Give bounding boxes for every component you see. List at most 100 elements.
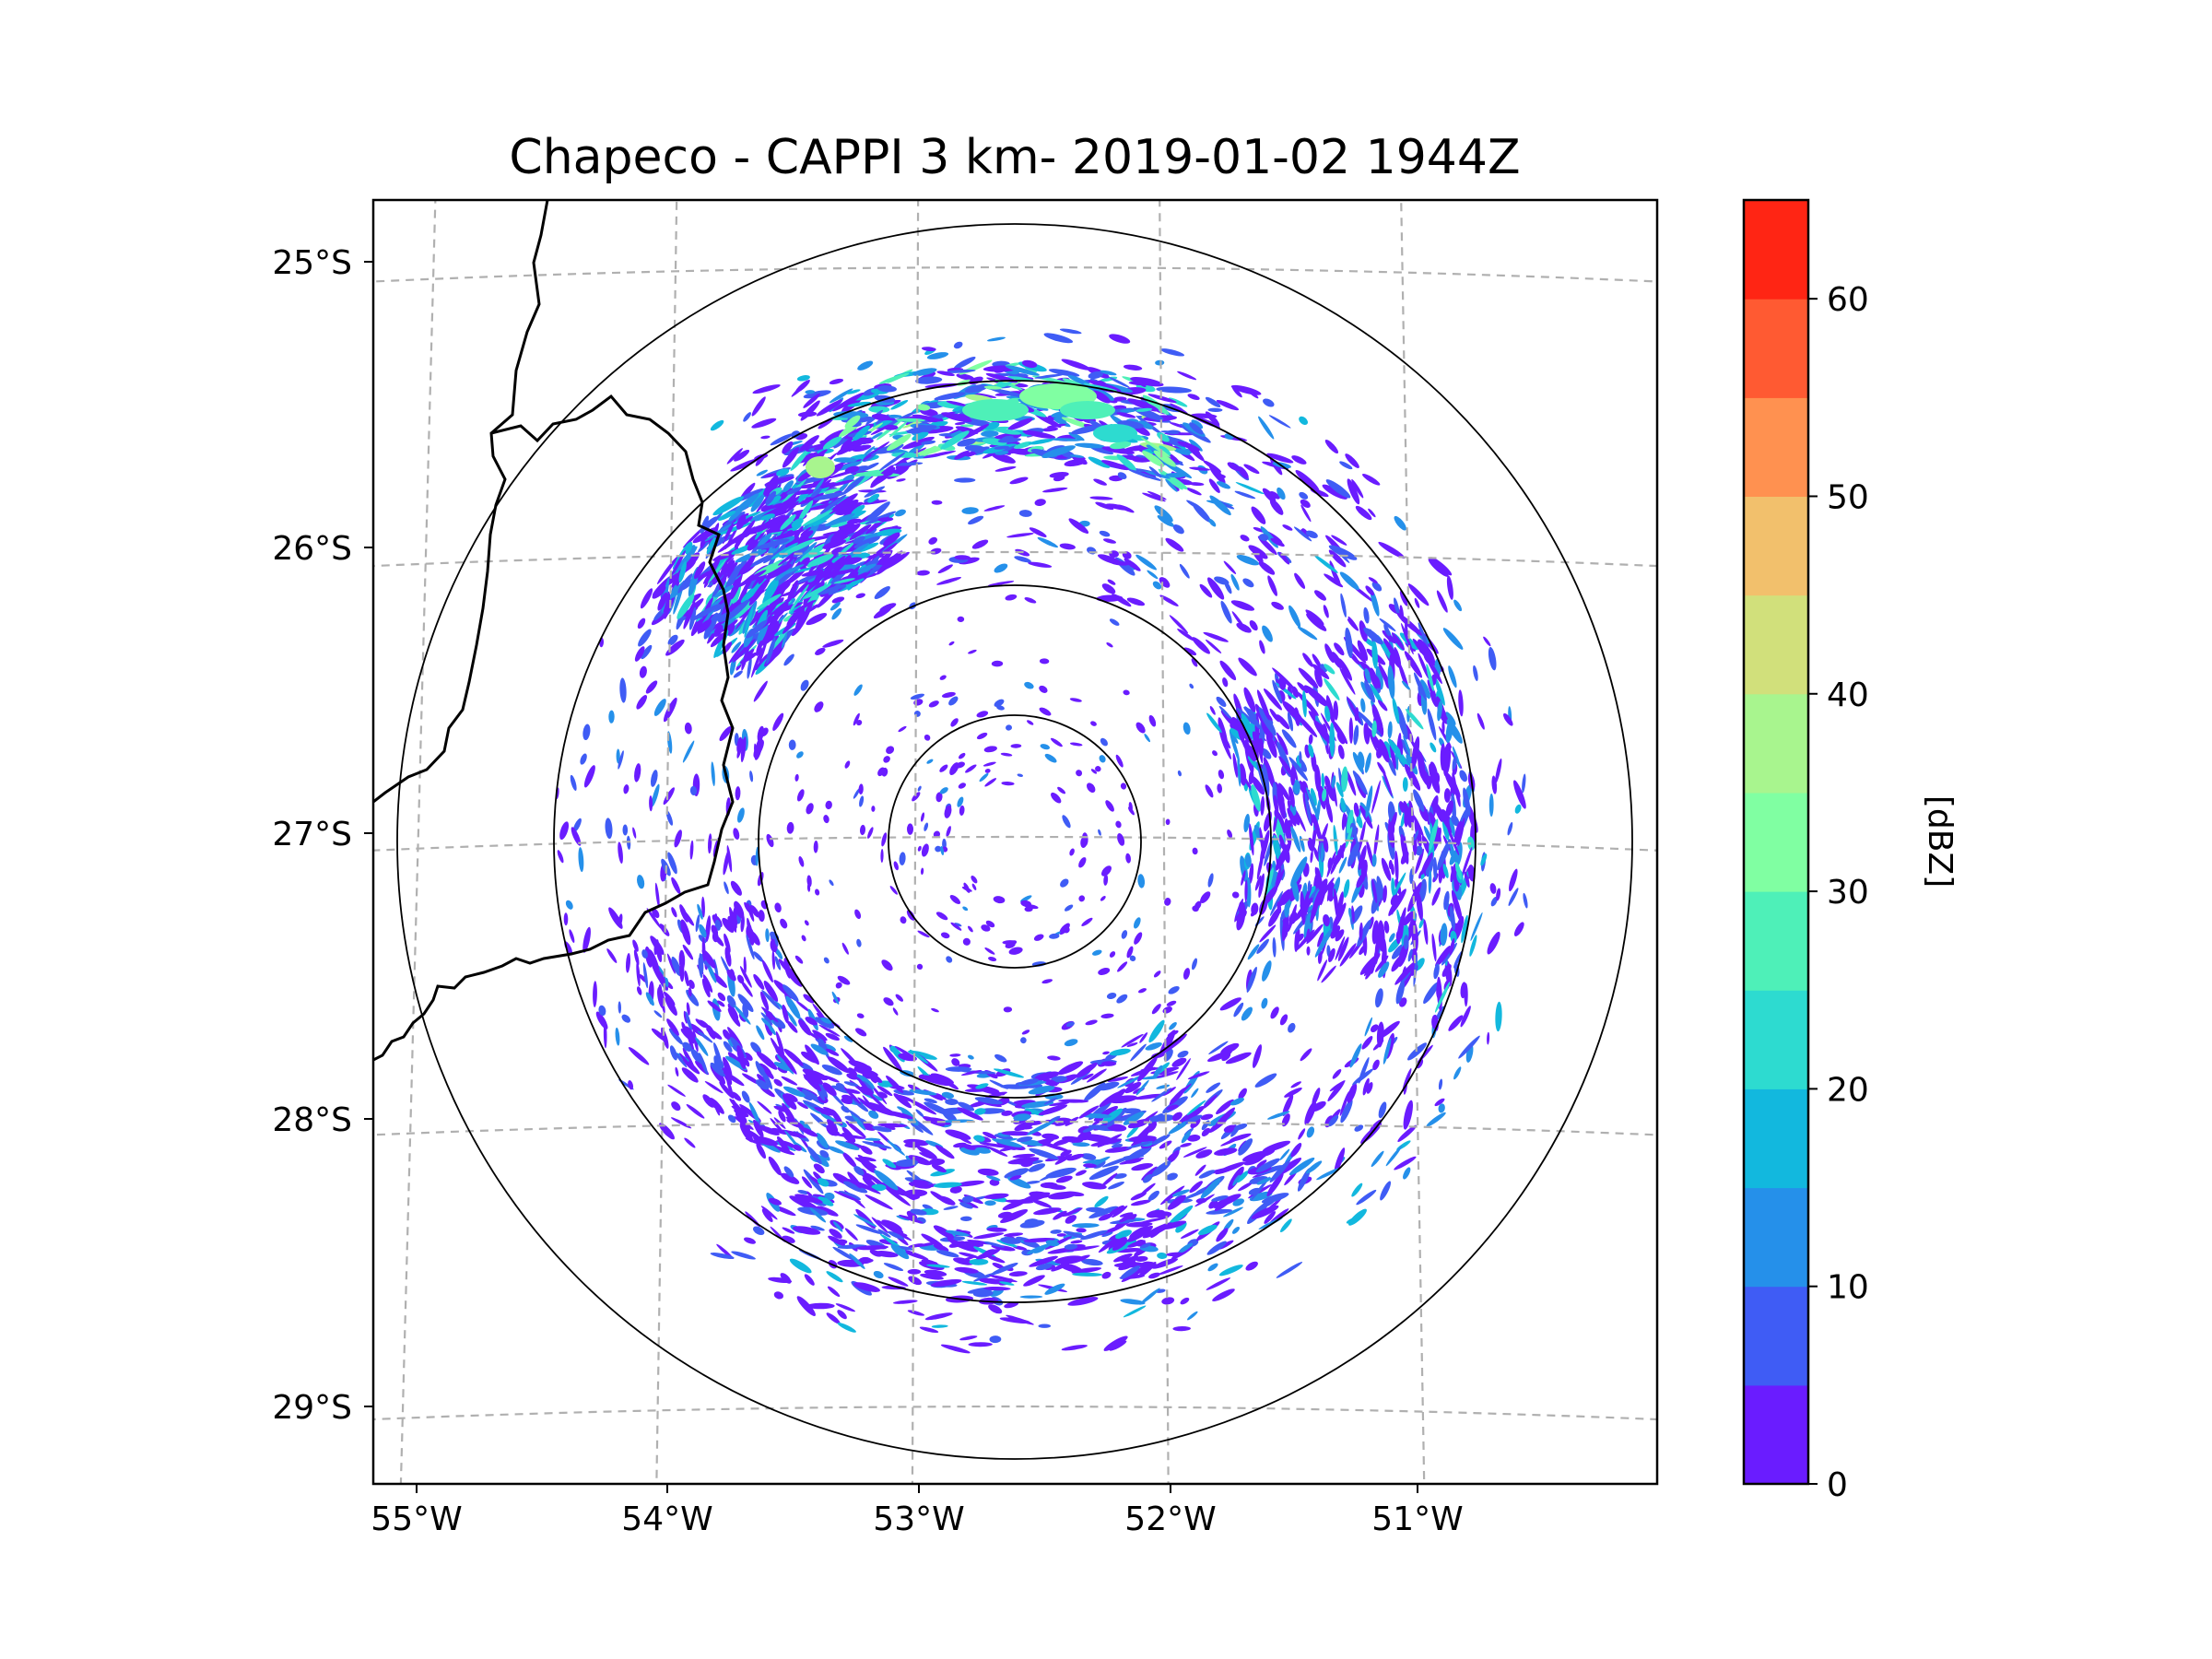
echo-cell	[948, 696, 959, 706]
echo-cell	[823, 1075, 840, 1083]
echo-cell	[680, 919, 691, 946]
echo-cell	[1371, 891, 1381, 914]
echo-cell	[973, 1232, 1005, 1240]
echo-cell	[697, 903, 703, 920]
echo-cell	[783, 653, 794, 666]
echo-cell	[1098, 829, 1101, 836]
echo-cell	[1387, 721, 1393, 739]
echo-cell	[1262, 1197, 1282, 1216]
colorbar-label: [dBZ]	[1921, 795, 1959, 888]
echo-cell	[875, 542, 898, 560]
echo-cell	[1308, 744, 1314, 759]
parallel-line	[373, 1120, 1657, 1136]
echo-cell	[1333, 888, 1339, 922]
echo-cell	[1248, 545, 1268, 559]
echo-cell	[877, 767, 886, 777]
echo-cell	[1364, 680, 1375, 703]
echo-cell	[1121, 1264, 1149, 1283]
echo-cell	[1378, 920, 1385, 952]
echo-cell	[909, 1088, 937, 1096]
echo-cell	[1282, 1094, 1294, 1116]
echo-cell	[723, 1029, 731, 1041]
echo-cell	[1314, 667, 1323, 688]
echo-cell	[887, 414, 902, 418]
range-rings	[396, 223, 1633, 1460]
echo-cell	[1359, 922, 1363, 941]
echo-cell	[1450, 930, 1457, 944]
echo-cell	[1121, 930, 1128, 939]
echo-cell	[1495, 1001, 1502, 1032]
echo-cell	[883, 532, 900, 547]
echo-cell	[939, 764, 948, 772]
echo-cell	[1217, 783, 1223, 794]
echo-cell	[1268, 415, 1291, 429]
echo-cell	[1099, 755, 1106, 763]
echo-cell	[1075, 1170, 1087, 1176]
echo-cell	[1055, 1175, 1073, 1183]
echo-cell	[704, 1081, 724, 1094]
echo-cell	[935, 792, 943, 803]
echo-cell	[1212, 750, 1218, 757]
echo-cell	[1334, 1147, 1346, 1173]
echo-cell	[1342, 814, 1347, 829]
echo-cell	[1100, 460, 1129, 471]
echo-cell	[717, 1058, 724, 1069]
echo-cell	[1436, 982, 1442, 999]
echo-cell	[1101, 1061, 1117, 1066]
echo-cell	[1249, 1191, 1273, 1202]
echo-cell	[984, 768, 991, 773]
echo-cell	[1097, 554, 1123, 565]
echo-cell	[1151, 1004, 1161, 1015]
echo-cell	[1364, 1017, 1373, 1037]
echo-cell	[758, 910, 765, 923]
echo-cell	[841, 1094, 853, 1101]
echo-cell	[817, 1206, 839, 1217]
echo-cell	[884, 1219, 904, 1233]
echo-cell	[1137, 874, 1146, 888]
echo-cell	[874, 1170, 899, 1191]
echo-cell	[780, 514, 796, 531]
echo-cell	[996, 705, 1005, 711]
echo-cell	[1021, 1125, 1033, 1130]
echo-cell	[883, 756, 890, 763]
echo-cell-strong	[962, 399, 1029, 421]
echo-cell	[1181, 1130, 1192, 1144]
echo-cell	[703, 555, 721, 588]
echo-cell	[1339, 1091, 1350, 1116]
echo-cell	[1206, 1082, 1221, 1093]
echo-cell	[768, 1156, 782, 1176]
echo-cell	[701, 896, 705, 918]
echo-cell	[608, 710, 615, 724]
echo-cell	[989, 1335, 1002, 1344]
echo-cell	[916, 570, 930, 576]
echo-cell	[1169, 1088, 1186, 1106]
echo-cell	[1107, 1077, 1128, 1082]
echo-cell	[1076, 770, 1083, 777]
echo-cell	[593, 981, 597, 1007]
echo-cell	[1207, 1263, 1218, 1272]
echo-cell	[717, 511, 736, 521]
echo-cell	[1127, 398, 1159, 412]
echo-cell	[1404, 763, 1421, 791]
echo-cell	[851, 504, 865, 515]
border-line-north	[373, 394, 735, 1062]
echo-cell	[829, 493, 858, 514]
y-tick-label: 26°S	[272, 530, 352, 568]
echo-cell	[1401, 623, 1414, 655]
colorbar-bin	[1744, 1088, 1808, 1189]
echo-cell	[1269, 457, 1283, 476]
echo-cell	[1387, 665, 1395, 700]
echo-cell	[1267, 1111, 1290, 1120]
echo-cell	[1262, 960, 1272, 982]
echo-cell	[968, 1342, 993, 1347]
echo-cell	[748, 611, 762, 627]
echo-cell	[1321, 772, 1325, 789]
echo-cell	[812, 478, 825, 494]
echo-cell	[940, 1344, 971, 1354]
echo-cell	[862, 441, 890, 461]
echo-cell	[789, 1195, 819, 1211]
echo-cell	[1316, 867, 1324, 899]
echo-cell	[893, 1093, 912, 1109]
echo-cell	[989, 1288, 1004, 1297]
echo-cell	[1062, 1135, 1084, 1143]
